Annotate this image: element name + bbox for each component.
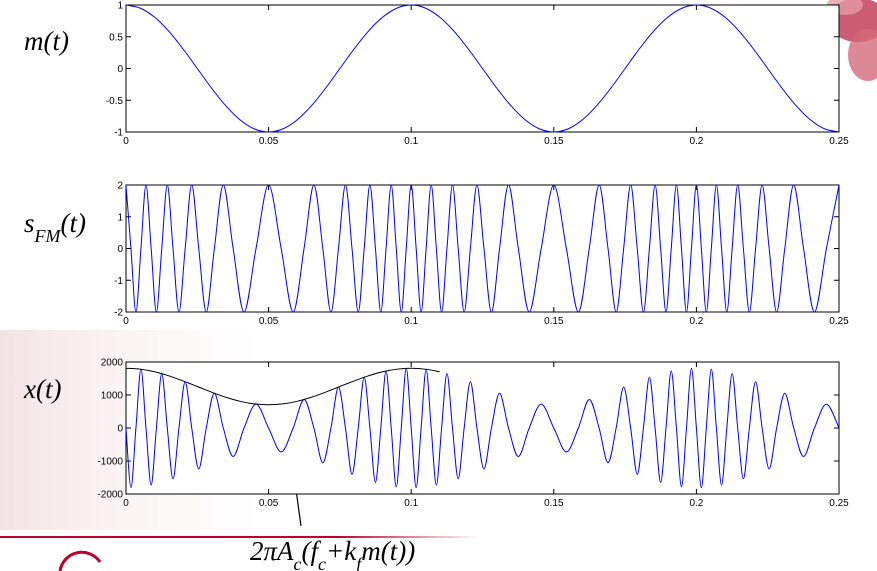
- plot-frame: [125, 184, 840, 313]
- series-line: [125, 367, 840, 489]
- x-tick-label: 0.25: [829, 498, 849, 509]
- x-tick-label: 0.05: [259, 498, 279, 509]
- x-tick-label: 0: [123, 316, 129, 327]
- y-axis-label-part: s: [24, 208, 35, 238]
- y-tick-label: -0.5: [106, 96, 124, 107]
- flower-decoration: [827, 0, 877, 81]
- y-tick-label: -1: [114, 128, 123, 139]
- x-tick-label: 0: [123, 498, 129, 509]
- series-line: [125, 184, 840, 313]
- y-axis-label: x(t): [23, 374, 61, 404]
- annotation-part: f: [356, 554, 364, 571]
- annotation-part: c: [294, 554, 302, 571]
- y-tick-label: 1: [117, 212, 123, 223]
- y-tick-label: -1000: [97, 457, 123, 468]
- x-tick-label: 0.2: [689, 316, 703, 327]
- x-tick-label: 0.15: [544, 498, 564, 509]
- y-tick-label: -2: [114, 308, 123, 319]
- y-tick-label: 0.5: [109, 32, 123, 43]
- y-axis-label: sFM(t): [24, 208, 86, 246]
- annotation-part: m(t)): [361, 536, 415, 566]
- y-tick-label: 1: [117, 1, 123, 12]
- x-tick-label: 0.25: [829, 316, 849, 327]
- x-tick-label: 0.2: [689, 136, 703, 147]
- plot-frame: [125, 361, 840, 495]
- x-tick-label: 0.25: [829, 136, 849, 147]
- y-tick-label: 0: [117, 424, 123, 435]
- x-tick-label: 0.1: [404, 136, 418, 147]
- y-tick-label: -2000: [97, 490, 123, 501]
- y-axis-label-part: FM: [34, 226, 62, 246]
- y-tick-label: 0: [117, 64, 123, 75]
- y-tick-label: 0: [117, 244, 123, 255]
- y-axis-label-part: (t): [61, 208, 86, 238]
- x-tick-label: 0.1: [404, 498, 418, 509]
- x-tick-label: 0.15: [544, 136, 564, 147]
- annotation-part: (f: [302, 536, 322, 566]
- annotation-part: c: [318, 554, 326, 571]
- annotation-part: 2πA: [250, 536, 294, 566]
- y-tick-label: 2: [117, 181, 123, 192]
- x-tick-label: 0.05: [259, 136, 279, 147]
- x-tick-label: 0.05: [259, 316, 279, 327]
- logo-arc: [58, 550, 102, 571]
- x-tick-label: 0.15: [544, 316, 564, 327]
- annotation-part: +k: [326, 536, 357, 566]
- x-tick-label: 0.1: [404, 316, 418, 327]
- y-tick-label: 2000: [101, 358, 124, 369]
- series-line: [125, 367, 440, 406]
- y-axis-label-part: x(t): [23, 374, 61, 404]
- annotation: 2πAc(fc+kfm(t)): [250, 536, 415, 571]
- y-axis-label-part: m(t): [24, 26, 69, 56]
- y-tick-label: -1: [114, 276, 123, 287]
- x-tick-label: 0.2: [689, 498, 703, 509]
- y-tick-label: 1000: [101, 391, 124, 402]
- y-axis-label: m(t): [24, 26, 69, 56]
- footer-line: [0, 536, 480, 538]
- series-line: [125, 4, 840, 133]
- x-tick-label: 0: [123, 136, 129, 147]
